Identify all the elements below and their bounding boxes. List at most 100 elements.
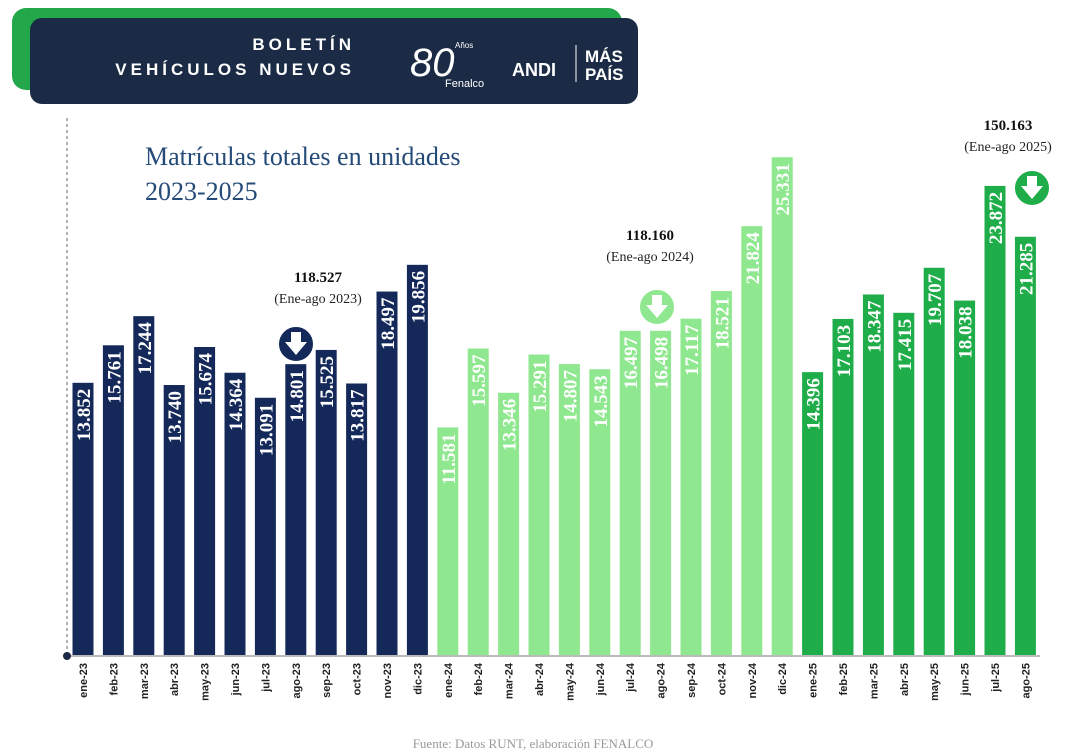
value-label: 17.415 [895, 319, 916, 371]
value-label: 17.103 [834, 325, 855, 377]
bar [437, 427, 459, 655]
bar [376, 291, 398, 655]
header-line2: VEHÍCULOS NUEVOS [115, 60, 355, 79]
x-tick-label: feb-23 [108, 663, 120, 695]
x-tick-label: jun-24 [595, 662, 607, 696]
value-label: 14.801 [287, 370, 308, 422]
arrow [646, 295, 668, 318]
x-tick-label: jul-24 [625, 662, 637, 693]
x-tick-label: abr-24 [534, 662, 546, 696]
baseline-dot [63, 652, 71, 660]
bar [893, 312, 915, 655]
bar [984, 185, 1006, 655]
bar [346, 383, 368, 655]
x-tick-label: may-23 [200, 663, 212, 701]
bar [650, 330, 672, 655]
value-label: 14.396 [804, 378, 825, 430]
value-label: 15.291 [530, 361, 551, 413]
bar [862, 294, 884, 655]
bar [285, 364, 307, 655]
value-label: 13.091 [256, 404, 277, 456]
bar [194, 347, 216, 655]
logo-mas: MÁS [585, 47, 623, 66]
header [30, 18, 638, 104]
x-tick-label: abr-23 [169, 663, 181, 696]
chart-title: Matrículas totales en unidades [145, 142, 461, 171]
x-tick-label: oct-24 [716, 662, 728, 695]
bar [528, 354, 550, 655]
bar [315, 349, 337, 655]
value-label: 14.364 [226, 378, 247, 431]
bar [741, 226, 763, 656]
value-label: 13.346 [500, 399, 521, 451]
x-tick-label: jul-25 [990, 663, 1002, 693]
value-label: 15.761 [104, 351, 125, 403]
bar [589, 369, 611, 655]
annotation-period: (Ene-ago 2023) [274, 292, 362, 307]
value-label: 15.674 [196, 353, 217, 406]
bar [558, 364, 580, 655]
logo-number: 80 [410, 41, 455, 85]
value-label: 23.872 [986, 192, 1007, 244]
x-tick-label: mar-23 [139, 663, 151, 699]
value-label: 18.521 [712, 297, 733, 349]
logo-text: Años [455, 41, 473, 50]
value-label: 18.497 [378, 297, 399, 350]
bar [680, 318, 702, 655]
value-label: 21.824 [743, 232, 764, 285]
logo-andi: ANDI [512, 60, 556, 80]
x-tick-label: ago-25 [1020, 663, 1032, 698]
value-label: 15.525 [317, 356, 338, 408]
x-tick-label: jun-23 [230, 663, 242, 696]
bar [467, 348, 489, 655]
x-tick-label: may-25 [929, 663, 941, 701]
value-label: 18.038 [956, 307, 977, 359]
value-label: 13.740 [165, 391, 186, 443]
x-tick-label: ene-25 [808, 663, 820, 698]
bar [954, 300, 976, 655]
x-tick-label: dic-24 [777, 662, 789, 695]
logo-pais: PAÍS [585, 65, 623, 84]
x-tick-label: ene-24 [443, 662, 455, 698]
x-tick-label: mar-24 [504, 662, 516, 699]
bar [832, 318, 854, 655]
value-label: 16.498 [652, 337, 673, 389]
bar [710, 291, 732, 655]
header-line1: BOLETÍN [252, 35, 355, 54]
x-tick-label: dic-23 [412, 663, 424, 695]
x-tick-label: mar-25 [868, 663, 880, 699]
bar [802, 372, 824, 655]
logo-name: Fenalco [445, 78, 484, 90]
arrow [1021, 176, 1043, 199]
value-label: 15.597 [469, 354, 490, 407]
bar [102, 345, 124, 655]
annotation-total: 150.163 [984, 118, 1033, 134]
arrow [285, 332, 307, 355]
source: Fuente: Datos RUNT, elaboración FENALCO [413, 736, 654, 751]
x-tick-label: ago-24 [656, 662, 668, 698]
bar [619, 330, 641, 655]
value-label: 14.543 [591, 375, 612, 427]
bar [224, 372, 246, 655]
annotation-period: (Ene-ago 2025) [964, 140, 1052, 155]
value-label: 18.347 [864, 300, 885, 353]
annotation-total: 118.160 [626, 228, 674, 244]
annotation-total: 118.527 [294, 270, 342, 286]
bar [498, 392, 520, 655]
bar [72, 382, 94, 655]
value-label: 17.244 [135, 322, 156, 375]
bar [923, 267, 945, 655]
bar [1014, 236, 1036, 655]
value-label: 13.852 [74, 389, 95, 441]
bar [133, 316, 155, 655]
chart-subtitle: 2023-2025 [145, 177, 258, 206]
x-tick-label: abr-25 [899, 663, 911, 696]
x-tick-label: jun-25 [960, 663, 972, 696]
value-label: 17.117 [682, 324, 703, 376]
x-tick-label: nov-24 [747, 662, 759, 698]
bar [163, 385, 185, 655]
value-label: 14.807 [560, 370, 581, 423]
x-tick-label: feb-25 [838, 663, 850, 695]
x-tick-label: oct-23 [352, 663, 364, 695]
